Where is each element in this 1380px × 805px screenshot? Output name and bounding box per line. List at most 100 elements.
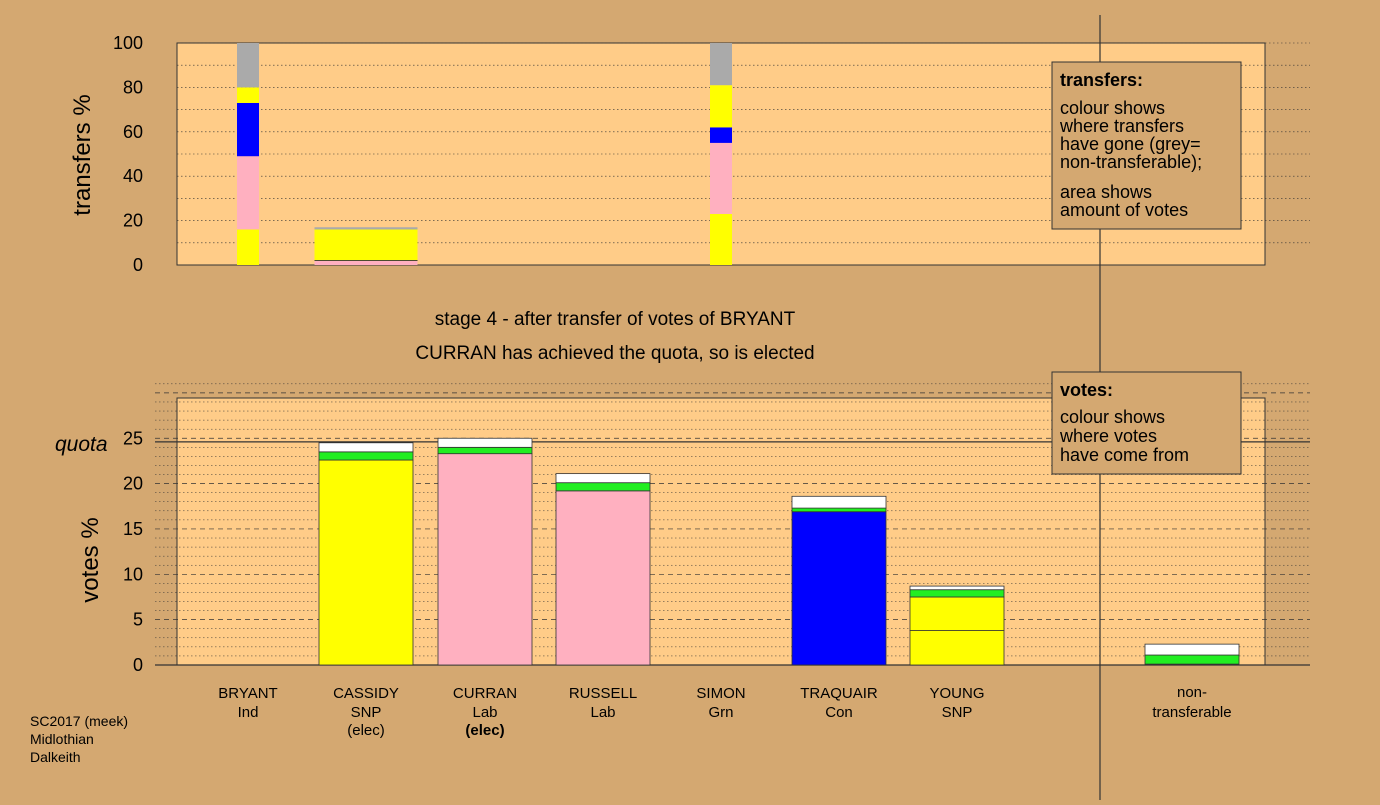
vote-column-young (909, 585, 1005, 666)
vote-segment (791, 511, 887, 666)
vote-segment (1144, 643, 1240, 656)
votes-axis-label: votes % (77, 517, 104, 602)
votes-tick-label: 25 (123, 428, 143, 448)
candidate-name: CURRAN (453, 685, 517, 702)
transfer-column-bryant (237, 43, 259, 265)
transfers-tick-label: 0 (133, 255, 143, 275)
vote-segment (909, 585, 1005, 591)
candidate-party: Con (825, 704, 853, 721)
transfer-segment (314, 260, 418, 265)
vote-segment (909, 589, 1005, 598)
quota-label: quota (55, 433, 108, 456)
vote-segment (555, 490, 651, 666)
candidate-label-curran: CURRAN Lab(elec) (453, 685, 517, 739)
candidate-name: TRAQUAIR (800, 685, 878, 702)
votes-tick-label: 20 (123, 474, 143, 494)
votes-plot: 0 5 10 15 20 25 quota (55, 383, 1310, 675)
candidate-label-traquair: TRAQUAIR Con (800, 685, 878, 721)
candidate-name: RUSSELL (569, 685, 637, 702)
vote-segment (437, 446, 533, 455)
transfers-axis-label: transfers % (69, 94, 96, 215)
votes-legend-line: have come from (1060, 445, 1189, 465)
vote-segment (909, 596, 1005, 631)
vote-segment (555, 473, 651, 484)
candidate-party: Grn (708, 704, 733, 721)
candidate-name: SIMON (696, 685, 745, 702)
votes-legend: votes: colour shows where votes have com… (1051, 371, 1242, 475)
vote-segment (791, 507, 887, 513)
footer-ward: Dalkeith (30, 749, 81, 765)
transfer-segment (710, 213, 732, 265)
transfers-legend-line: non-transferable); (1060, 152, 1202, 172)
vote-segment (555, 482, 651, 492)
vote-segment (1144, 654, 1240, 665)
candidate-party: SNP (351, 704, 382, 721)
transfer-segment (314, 229, 418, 261)
vote-segment (318, 442, 414, 453)
nontransferable-label: non- (1177, 684, 1207, 701)
transfer-segment (237, 43, 259, 88)
transfer-segment (314, 227, 418, 230)
candidate-name: BRYANT (218, 685, 277, 702)
vote-column-traquair (791, 495, 887, 666)
transfers-tick-label: 80 (123, 77, 143, 97)
votes-legend-line: where votes (1059, 426, 1157, 446)
transfers-legend-line: have gone (grey= (1060, 134, 1201, 154)
stage-title: stage 4 - after transfer of votes of BRY… (435, 309, 796, 330)
transfers-tick-label: 100 (113, 33, 143, 53)
vote-segment (318, 459, 414, 666)
transfer-segment (710, 43, 732, 86)
votes-tick-label: 15 (123, 519, 143, 539)
vote-segment (437, 437, 533, 448)
transfer-segment (237, 156, 259, 230)
transfers-legend-title: transfers: (1060, 70, 1143, 90)
vote-segment (909, 630, 1005, 666)
candidate-labels: BRYANTIndCASSIDYSNP(elec)CURRANLab(elec)… (218, 685, 984, 739)
vote-column-non-transferable (1144, 643, 1240, 665)
transfer-segment (710, 142, 732, 214)
transfer-segment (237, 102, 259, 157)
candidate-party: Lab (590, 704, 615, 721)
candidate-party: Ind (238, 704, 259, 721)
candidate-label-young: YOUNG SNP (929, 685, 984, 721)
candidate-label-cassidy: CASSIDY SNP(elec) (333, 685, 399, 739)
votes-tick-label: 5 (133, 610, 143, 630)
transfer-column-simon (710, 43, 732, 265)
candidate-name: YOUNG (929, 685, 984, 702)
transfer-segment (237, 229, 259, 265)
transfers-tick-label: 20 (123, 211, 143, 231)
candidate-label-bryant: BRYANT Ind (218, 685, 277, 721)
candidate-status: (elec) (465, 722, 504, 739)
candidate-name: CASSIDY (333, 685, 399, 702)
transfers-legend-line: where transfers (1059, 116, 1184, 136)
vote-segment (437, 453, 533, 666)
footer-system: SC2017 (meek) (30, 713, 128, 729)
transfers-tick-label: 40 (123, 166, 143, 186)
footer-council: Midlothian (30, 731, 94, 747)
transfer-column-cassidy (314, 227, 418, 265)
transfers-legend: transfers: colour shows where transfers … (1051, 61, 1242, 230)
candidate-label-russell: RUSSELL Lab (569, 685, 637, 721)
transfer-segment (710, 127, 732, 143)
vote-column-cassidy (318, 442, 414, 666)
candidate-party: SNP (942, 704, 973, 721)
candidate-label-simon: SIMON Grn (696, 685, 745, 721)
vote-segment (318, 451, 414, 461)
vote-column-curran (437, 437, 533, 666)
candidate-party: Lab (472, 704, 497, 721)
transfers-legend-line: area shows (1060, 182, 1152, 202)
vote-column-russell (555, 473, 651, 666)
nontransferable-label: transferable (1152, 704, 1231, 721)
transfers-legend-line: amount of votes (1060, 200, 1188, 220)
candidate-status: (elec) (347, 722, 385, 739)
votes-legend-title: votes: (1060, 380, 1113, 400)
elected-notice: CURRAN has achieved the quota, so is ele… (415, 343, 814, 364)
transfers-tick-label: 60 (123, 122, 143, 142)
transfer-segment (237, 87, 259, 103)
votes-legend-line: colour shows (1060, 407, 1165, 427)
transfers-legend-line: colour shows (1060, 98, 1165, 118)
transfer-segment (710, 85, 732, 128)
votes-tick-label: 0 (133, 655, 143, 675)
votes-tick-label: 10 (123, 564, 143, 584)
